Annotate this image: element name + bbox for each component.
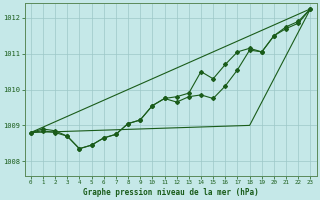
X-axis label: Graphe pression niveau de la mer (hPa): Graphe pression niveau de la mer (hPa) (83, 188, 259, 197)
